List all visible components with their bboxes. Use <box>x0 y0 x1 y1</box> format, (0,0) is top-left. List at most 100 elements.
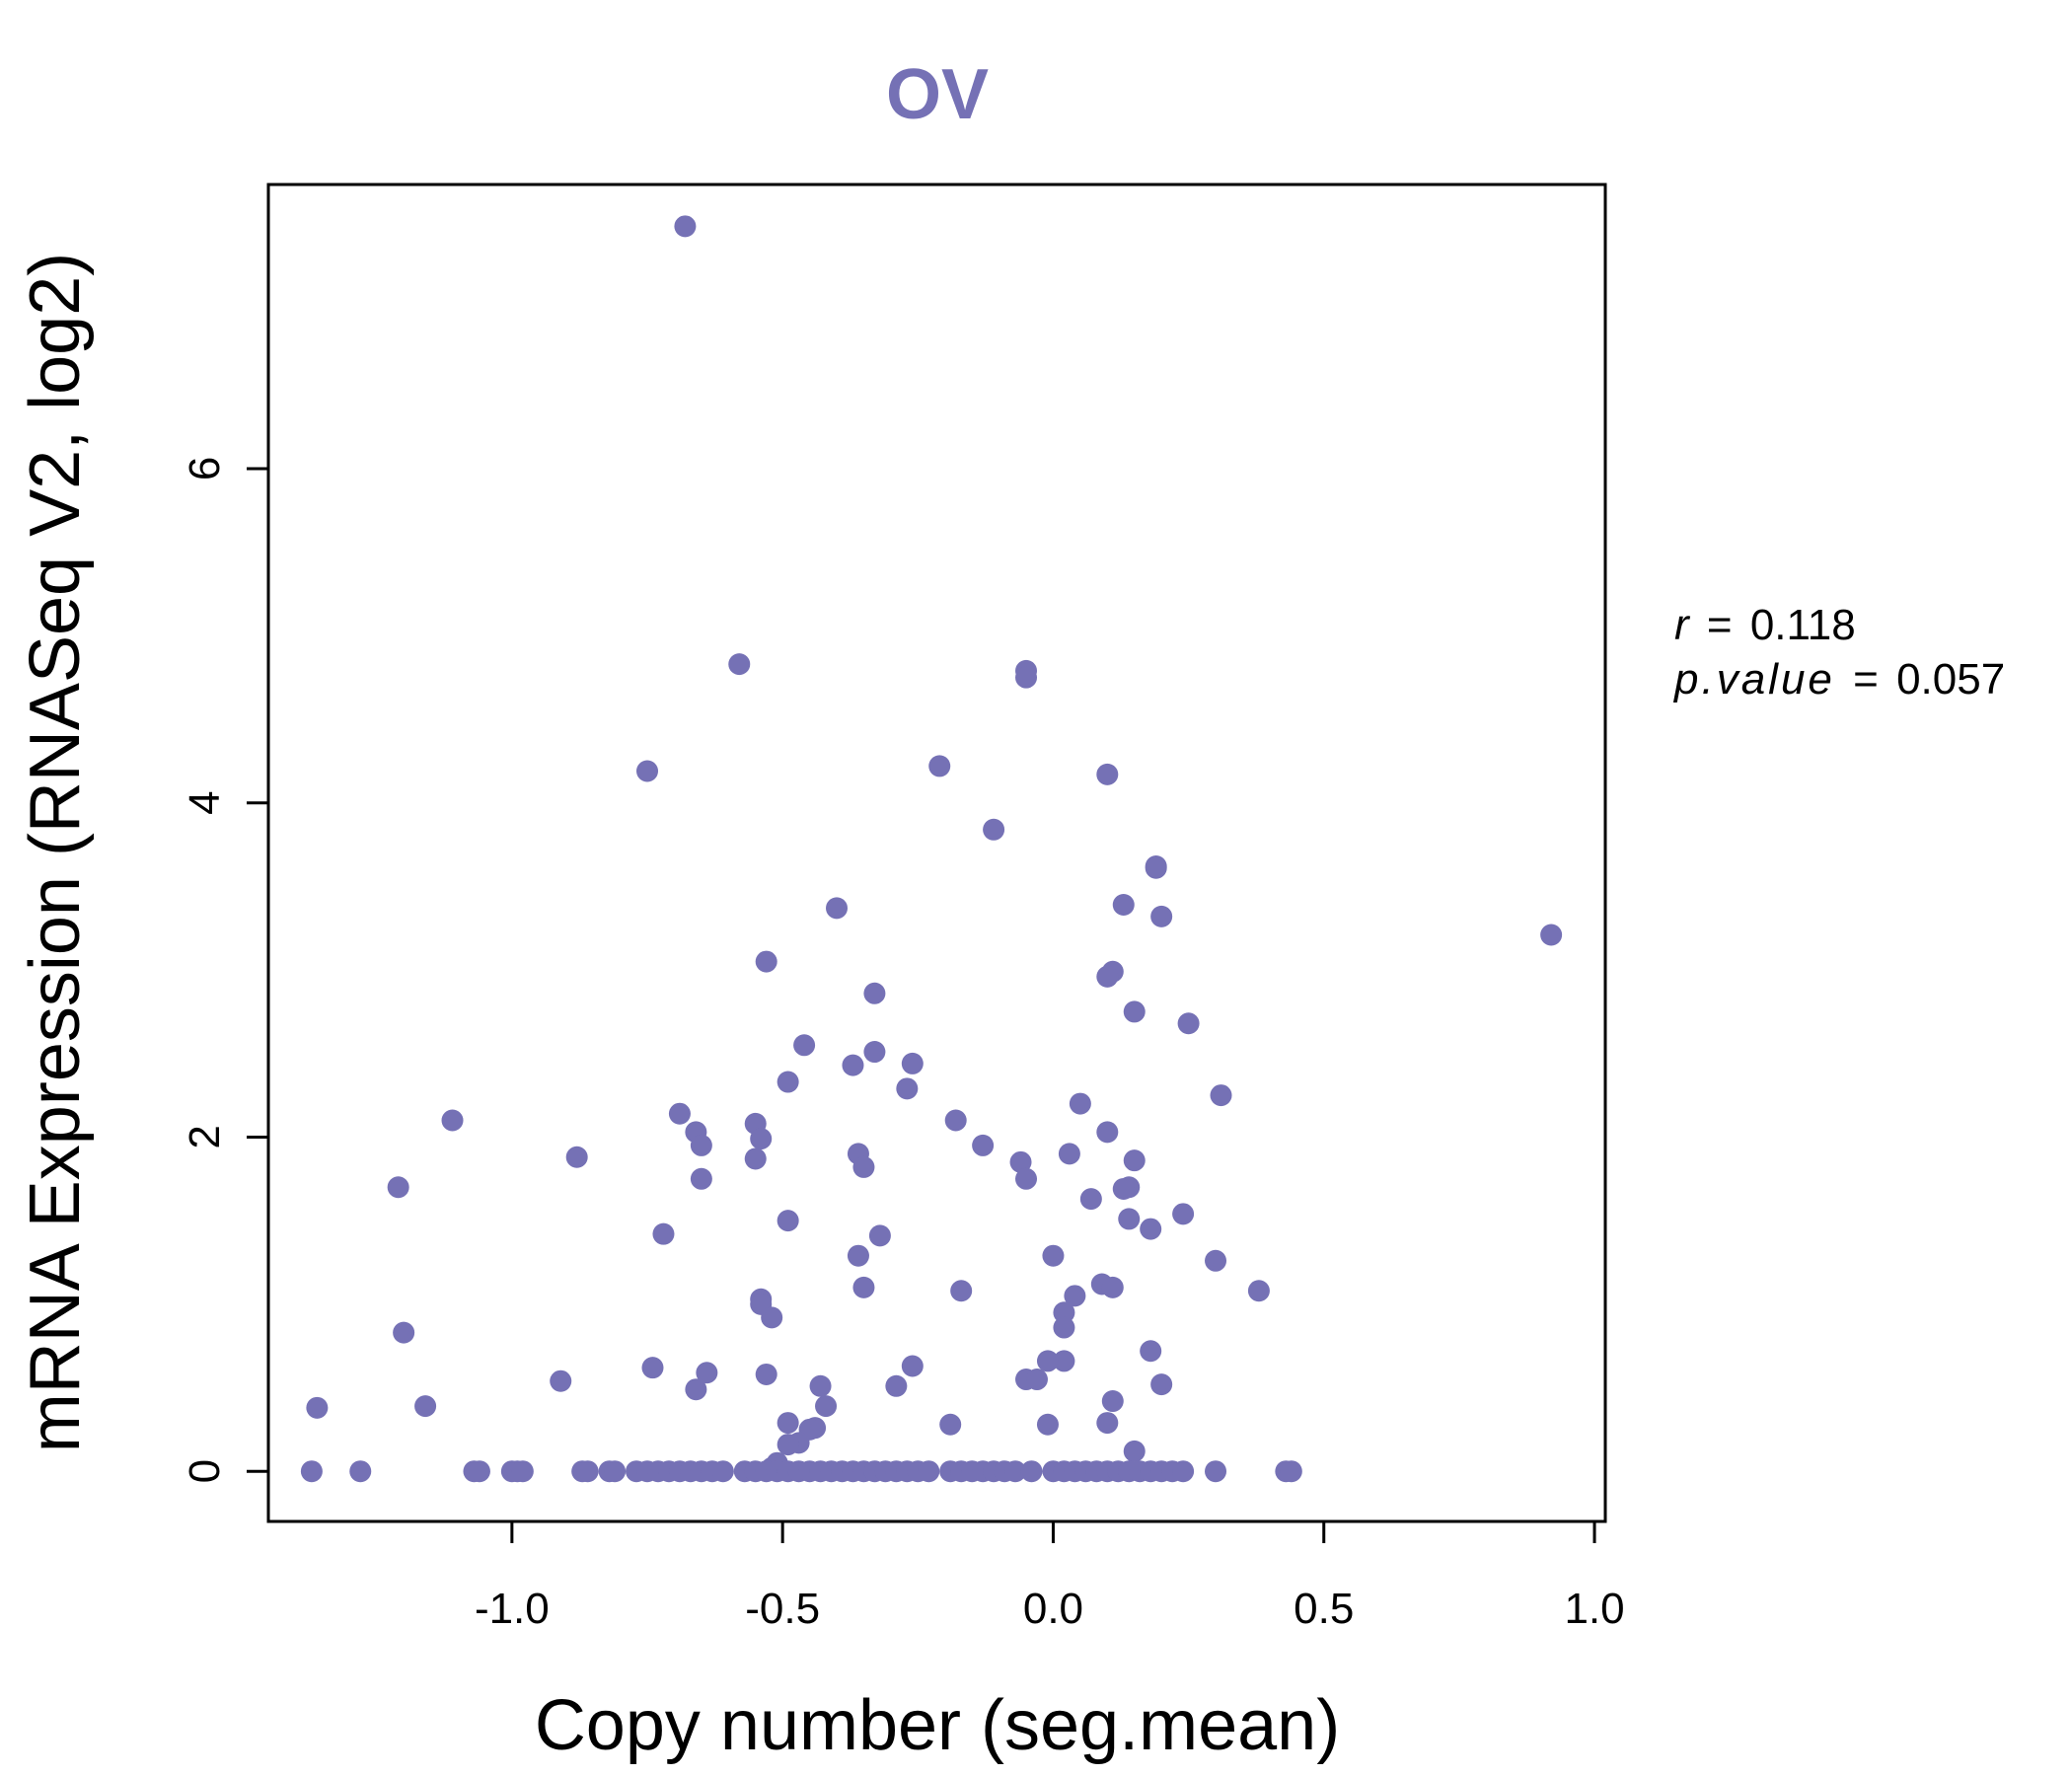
data-point <box>755 1363 777 1385</box>
p-value: p.value = 0.057 <box>1672 655 2005 703</box>
r-equals: = <box>1707 601 1733 649</box>
data-point <box>711 1460 734 1483</box>
data-point <box>641 1357 664 1379</box>
data-point <box>842 1054 864 1076</box>
data-point <box>1247 1280 1270 1302</box>
y-tick-label: 4 <box>181 790 229 814</box>
data-point <box>1009 1150 1032 1173</box>
data-point <box>1004 1460 1027 1483</box>
data-point <box>604 1460 627 1483</box>
data-point <box>1096 1121 1119 1144</box>
data-point <box>777 1412 799 1435</box>
data-point <box>1101 1390 1124 1413</box>
data-point <box>636 760 659 782</box>
p-label: p.value <box>1672 655 1835 703</box>
data-point <box>1096 763 1119 785</box>
data-point <box>393 1321 415 1344</box>
data-point <box>1020 1460 1043 1483</box>
data-point <box>1053 1301 1075 1324</box>
data-point <box>1177 1012 1200 1035</box>
data-point <box>306 1396 329 1419</box>
data-point <box>809 1374 832 1397</box>
data-point <box>863 1041 886 1064</box>
data-point <box>918 1460 940 1483</box>
data-point <box>761 1306 783 1329</box>
data-point <box>1096 1412 1119 1435</box>
data-point <box>885 1374 908 1397</box>
data-point <box>685 1378 707 1401</box>
data-point <box>1036 1350 1059 1372</box>
data-point <box>1123 1000 1146 1023</box>
data-point <box>983 818 1005 841</box>
data-point <box>1096 965 1119 988</box>
data-point <box>744 1147 767 1170</box>
p-value-number: 0.057 <box>1896 655 2005 703</box>
x-axis: -1.0 -0.5 0.0 0.5 1.0 <box>475 1519 1625 1633</box>
data-point <box>1058 1143 1080 1165</box>
data-point <box>901 1052 924 1074</box>
data-point <box>1205 1249 1227 1272</box>
data-point <box>1025 1369 1048 1391</box>
data-point <box>1015 1167 1038 1190</box>
data-point <box>750 1128 773 1150</box>
data-point <box>1150 905 1173 927</box>
data-point <box>728 653 751 676</box>
x-tick-label: 1.0 <box>1564 1585 1624 1633</box>
y-tick-label: 2 <box>181 1125 229 1148</box>
data-point <box>1140 1340 1162 1363</box>
data-point <box>1015 666 1038 689</box>
data-point <box>944 1109 967 1132</box>
data-point <box>349 1460 372 1483</box>
data-point <box>896 1077 919 1100</box>
data-point <box>300 1460 323 1483</box>
x-tick-label: 0.0 <box>1023 1585 1083 1633</box>
data-point <box>1064 1285 1086 1307</box>
data-point <box>868 1224 891 1247</box>
data-point <box>511 1460 534 1483</box>
data-point <box>950 1280 973 1302</box>
data-point <box>1079 1188 1102 1211</box>
data-point <box>1053 1350 1075 1372</box>
correlation-r: r = 0.118 <box>1674 601 1856 649</box>
data-point <box>387 1176 409 1199</box>
r-label: r <box>1674 601 1691 649</box>
y-axis-title: mRNA Expression (RNASeq V2, log2) <box>16 253 95 1452</box>
data-point <box>414 1395 437 1418</box>
y-tick-label: 0 <box>181 1459 229 1483</box>
data-point <box>815 1395 838 1418</box>
data-point <box>1123 1149 1146 1172</box>
data-point <box>939 1413 962 1436</box>
data-point <box>576 1460 599 1483</box>
data-point <box>852 1276 875 1298</box>
data-point <box>793 1034 816 1057</box>
chart-title: OV <box>886 55 989 134</box>
data-point <box>1172 1203 1195 1225</box>
data-point <box>1036 1413 1059 1436</box>
data-point <box>1280 1460 1302 1483</box>
data-point <box>565 1146 588 1168</box>
data-point <box>1205 1460 1227 1483</box>
data-point <box>690 1134 712 1156</box>
data-point <box>928 755 951 777</box>
data-point <box>652 1222 675 1245</box>
data-point <box>826 897 849 920</box>
data-point <box>901 1355 924 1377</box>
data-point <box>863 982 886 1004</box>
x-tick-label: 0.5 <box>1294 1585 1354 1633</box>
x-axis-title: Copy number (seg.mean) <box>535 1686 1340 1765</box>
data-point <box>668 1102 691 1125</box>
data-point <box>1140 1218 1162 1240</box>
data-point <box>1540 924 1563 946</box>
data-point <box>852 1155 875 1178</box>
data-point <box>1101 1276 1124 1298</box>
data-point <box>755 950 777 973</box>
data-point <box>1042 1244 1065 1267</box>
data-point <box>777 1434 799 1456</box>
y-tick-label: 6 <box>181 457 229 481</box>
data-point <box>972 1134 995 1156</box>
data-point <box>1118 1208 1141 1230</box>
data-point <box>1112 894 1135 917</box>
data-point <box>777 1071 799 1093</box>
